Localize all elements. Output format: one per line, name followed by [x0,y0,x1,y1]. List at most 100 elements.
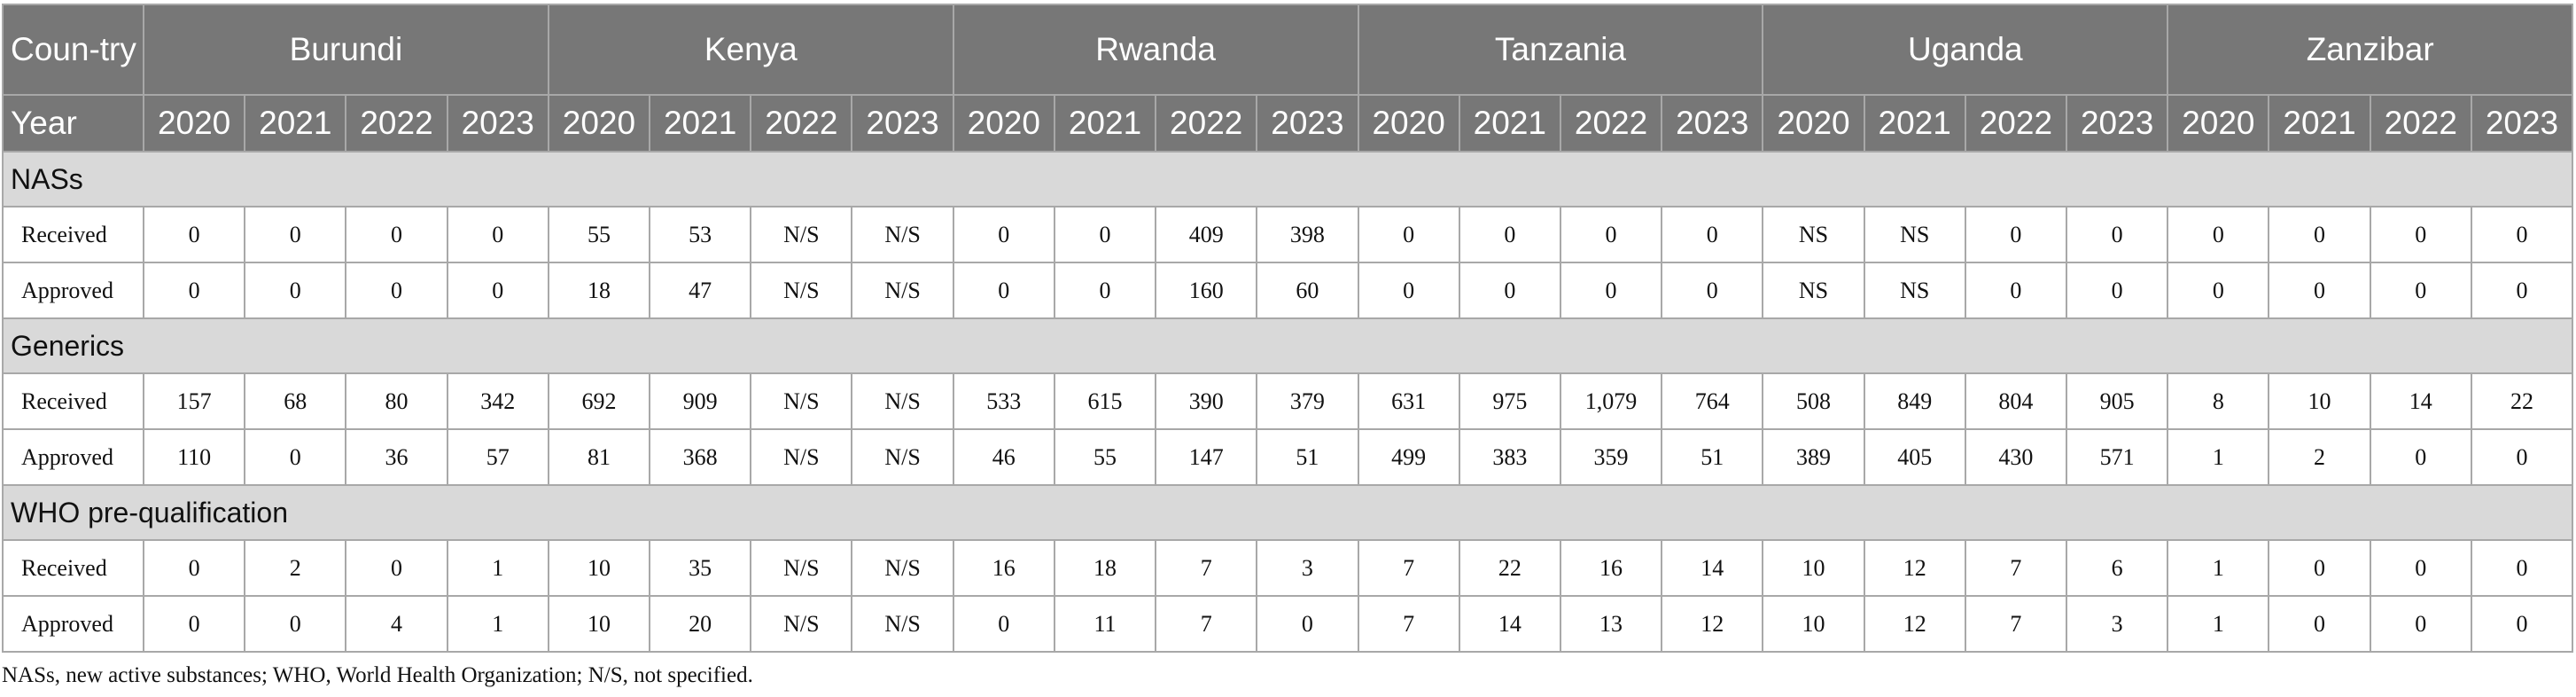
cell: 10 [547,539,651,597]
cell: 368 [649,428,752,486]
row-label: Approved [2,595,144,653]
cell: 12 [1863,539,1966,597]
country-header: Uganda [1762,4,2169,96]
header-cell: Coun-try [2,4,144,96]
cell: 849 [1863,372,1966,430]
year-header: 2023 [446,94,549,153]
year-header: 2020 [142,94,246,153]
cell: 4 [345,595,448,653]
cell: 55 [1053,428,1157,486]
year-header: 2022 [1964,94,2068,153]
year-header: 2022 [750,94,853,153]
section-row: NASs [1,151,2574,208]
cell: 68 [244,372,347,430]
year-header: 2021 [1863,94,1966,153]
cell: 14 [1458,595,1561,653]
header-row: Year 2020 2021 2022 2023 2020 2021 2022 2023 2020… [2,94,2574,153]
cell: 0 [1964,262,2068,319]
cell: 0 [244,428,347,486]
cell: 0 [2369,206,2472,263]
data-row: Received 0 0 0 0 55 53 N/S N/S 0 0 409 398 0 0 0 0 NS NS 0 0… [2,206,2574,263]
cell: 0 [2369,595,2472,653]
row-label: Received [2,206,144,263]
footnote: NASs, new active substances; WHO, World … [2,663,753,687]
section-title: WHO pre-qualification [1,484,2574,541]
cell: 379 [1256,372,1359,430]
cell: 390 [1155,372,1258,430]
year-header: 2020 [1357,94,1460,153]
cell: 13 [1559,595,1663,653]
cell: 0 [2470,206,2574,263]
year-header: 2022 [345,94,448,153]
year-header: 2020 [2167,94,2270,153]
section-title: NASs [1,151,2574,208]
cell: 81 [547,428,651,486]
cell: 20 [649,595,752,653]
cell: 18 [547,262,651,319]
year-header: 2023 [2065,94,2169,153]
cell: NS [1863,206,1966,263]
cell: 0 [952,595,1055,653]
cell: 0 [345,262,448,319]
cell: 53 [649,206,752,263]
cell: 0 [2369,262,2472,319]
cell: 0 [2167,206,2270,263]
year-header: 2023 [2470,94,2574,153]
cell: 383 [1458,428,1561,486]
row-label: Approved [2,262,144,319]
header-cell: Year [2,94,144,153]
cell: 36 [345,428,448,486]
country-header: Zanzibar [2167,4,2574,96]
cell: N/S [750,595,853,653]
cell: NS [1762,206,1865,263]
country-header: Rwanda [952,4,1359,96]
cell: 905 [2065,372,2169,430]
cell: N/S [851,372,954,430]
cell: 57 [446,428,549,486]
cell: N/S [750,372,853,430]
cell: 0 [952,206,1055,263]
row-label: Approved [2,428,144,486]
cell: 7 [1964,539,2068,597]
cell: 0 [1357,206,1460,263]
cell: 1 [2167,428,2270,486]
cell: 16 [952,539,1055,597]
cell: 10 [1762,595,1865,653]
cell: 0 [446,206,549,263]
year-header: 2023 [1661,94,1764,153]
year-header: 2021 [2268,94,2371,153]
cell: 398 [1256,206,1359,263]
cell: 7 [1155,595,1258,653]
data-row: Approved 0 0 4 1 10 20 N/S N/S 0 11 7 0 7 14 13 12 10 12 7 3… [2,595,2574,653]
cell: 0 [2470,539,2574,597]
data-table: Coun-try Burundi Kenya Rwanda Tanzania Uganda… [1,4,2574,653]
cell: N/S [750,262,853,319]
cell: 499 [1357,428,1460,486]
cell: 0 [2268,262,2371,319]
cell: N/S [750,428,853,486]
cell: 0 [1458,262,1561,319]
data-row: Received 157 68 80 342 692 909 N/S N/S 533 615 390 3… [2,372,2574,430]
country-header: Burundi [143,4,549,96]
cell: 389 [1762,428,1865,486]
year-header: 2023 [851,94,954,153]
cell: 22 [2470,372,2574,430]
cell: 2 [244,539,347,597]
cell: 0 [1357,262,1460,319]
year-header: 2021 [1458,94,1561,153]
cell: 1,079 [1559,372,1663,430]
cell: 12 [1661,595,1764,653]
year-header: 2020 [1762,94,1865,153]
cell: 909 [649,372,752,430]
cell: 47 [649,262,752,319]
cell: 80 [345,372,448,430]
cell: NS [1863,262,1966,319]
year-header: 2022 [2369,94,2472,153]
data-row: Received 0 2 0 1 10 35 N/S N/S 16 18 7 3 7 22 16 14 10 12 7… [2,539,2574,597]
cell: 0 [446,262,549,319]
cell: 1 [2167,539,2270,597]
cell: 0 [2470,595,2574,653]
section-title: Generics [1,317,2574,374]
cell: 0 [952,262,1055,319]
